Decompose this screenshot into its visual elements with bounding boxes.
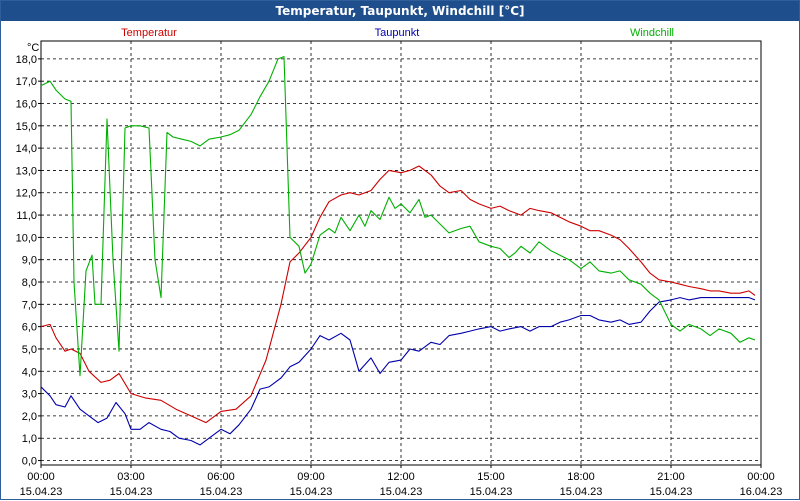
- x-tick-label-date: 15.04.23: [380, 486, 423, 498]
- y-tick-label: 17,0: [16, 76, 37, 88]
- x-tick-label-date: 15.04.23: [560, 486, 603, 498]
- x-tick-label-time: 09:00: [297, 471, 325, 483]
- x-tick-label-date: 15.04.23: [20, 486, 63, 498]
- y-tick-label: 3,0: [22, 389, 37, 401]
- y-tick-label: 12,0: [16, 188, 37, 200]
- x-tick-label-time: 18:00: [567, 471, 595, 483]
- x-tick-label-time: 06:00: [207, 471, 235, 483]
- y-tick-label: 15,0: [16, 121, 37, 133]
- y-tick-label: 9,0: [22, 255, 37, 267]
- x-tick-label-date: 15.04.23: [290, 486, 333, 498]
- series-line-windchill: [40, 56, 756, 377]
- x-tick-label-date: 15.04.23: [110, 486, 153, 498]
- x-tick-label-date: 15.04.23: [200, 486, 243, 498]
- window-title: Temperatur, Taupunkt, Windchill [°C]: [1, 1, 799, 21]
- series-line-taupunkt: [40, 297, 756, 446]
- x-tick-label-time: 12:00: [387, 471, 415, 483]
- x-tick-label-date: 15.04.23: [470, 486, 513, 498]
- series-line-temperatur: [40, 165, 756, 424]
- y-tick-label: 1,0: [22, 433, 37, 445]
- y-tick-label: 0,0: [22, 456, 37, 468]
- y-tick-label: 4,0: [22, 366, 37, 378]
- y-tick-label: 11,0: [16, 210, 37, 222]
- y-tick-label: 13,0: [16, 165, 37, 177]
- y-tick-label: 2,0: [22, 411, 37, 423]
- legend-taupunkt: Taupunkt: [375, 27, 420, 39]
- y-tick-label: 7,0: [22, 299, 37, 311]
- x-tick-label-time: 00:00: [747, 471, 775, 483]
- x-tick-label-date: 16.04.23: [740, 486, 783, 498]
- y-tick-label: 14,0: [16, 143, 37, 155]
- y-tick-label: 10,0: [16, 232, 37, 244]
- y-tick-label: 16,0: [16, 98, 37, 110]
- x-tick-label-time: 00:00: [27, 471, 55, 483]
- legend-temperatur: Temperatur: [121, 27, 177, 39]
- legend-windchill: Windchill: [630, 27, 674, 39]
- x-tick-label-date: 15.04.23: [650, 486, 693, 498]
- x-tick-label-time: 03:00: [117, 471, 145, 483]
- y-axis-unit: °C: [27, 42, 39, 54]
- y-tick-label: 6,0: [22, 322, 37, 334]
- y-tick-label: 8,0: [22, 277, 37, 289]
- y-tick-label: 18,0: [16, 54, 37, 66]
- y-tick-label: 5,0: [22, 344, 37, 356]
- x-tick-label-time: 21:00: [657, 471, 685, 483]
- x-tick-label-time: 15:00: [477, 471, 505, 483]
